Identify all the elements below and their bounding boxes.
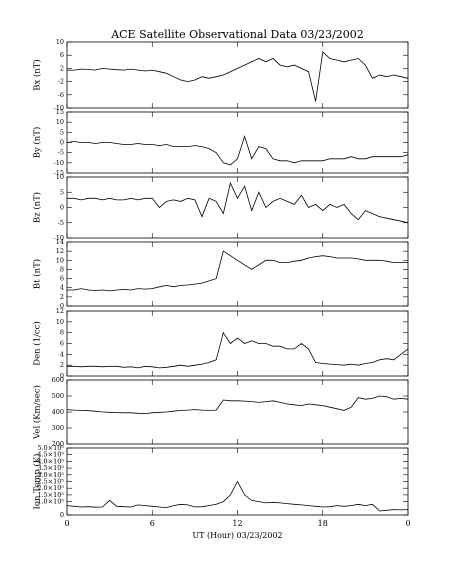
y-tick-label: 5.0×10⁵ — [37, 444, 64, 452]
y-tick-label: 8 — [60, 265, 64, 273]
y-tick-label: 3.5×10⁵ — [37, 464, 64, 472]
panel-frame — [66, 111, 409, 174]
data-line — [67, 250, 408, 292]
data-line — [67, 331, 409, 369]
y-tick-label: 15 — [56, 108, 64, 116]
y-tick-label: 0 — [60, 511, 64, 519]
y-tick-label: 10 — [56, 118, 64, 126]
y-tick-label: 0 — [60, 302, 64, 310]
x-axis-label: UT (Hour) 03/23/2002 — [192, 531, 282, 540]
y-tick-label: 6 — [60, 51, 64, 59]
y-tick-label: 10 — [56, 318, 64, 326]
x-tick-label: 6 — [150, 519, 155, 528]
y-axis-label: By (nT) — [32, 127, 43, 159]
y-tick-label: -10 — [54, 234, 64, 242]
y-tick-label: 14 — [56, 238, 64, 246]
y-tick-label: 600 — [52, 376, 64, 384]
data-line — [66, 135, 409, 166]
y-tick-label: 10 — [56, 256, 64, 264]
y-tick-label: 2.5×10⁵ — [37, 478, 64, 486]
y-tick-label: 500 — [52, 392, 64, 400]
y-tick-label: 4.0×10⁵ — [37, 457, 64, 465]
panel-frame — [66, 176, 409, 239]
y-axis-label: Vel (Km/sec) — [32, 385, 43, 440]
y-axis-label: Den (1/cc) — [32, 321, 43, 365]
y-tick-label: -2 — [58, 78, 64, 86]
y-tick-label: 0 — [60, 204, 64, 212]
y-tick-label: 5 — [60, 188, 64, 196]
y-tick-label: -6 — [58, 91, 64, 99]
y-tick-label: 10 — [56, 173, 64, 181]
y-tick-label: 2 — [60, 361, 64, 369]
x-tick-label: 0 — [405, 519, 410, 528]
y-tick-label: 400 — [52, 408, 64, 416]
y-tick-label: 2 — [60, 64, 64, 72]
data-line — [67, 51, 409, 102]
panel-frame — [66, 241, 409, 307]
y-tick-label: 200 — [52, 440, 64, 448]
y-axis-label: Bz (nT) — [32, 192, 43, 223]
data-line — [66, 480, 409, 512]
chart-title: ACE Satellite Observational Data 03/23/2… — [110, 28, 364, 41]
x-tick-label: 18 — [318, 519, 328, 528]
y-tick-label: 4 — [60, 284, 64, 292]
y-tick-label: 3.0×10⁵ — [37, 471, 64, 479]
y-tick-label: -5 — [58, 219, 64, 227]
y-tick-label: 1.0×10⁵ — [37, 498, 64, 506]
y-axis-label: Ion Temp (K) — [32, 454, 43, 510]
y-tick-label: 1.5×10⁵ — [37, 491, 64, 499]
panel-frame — [66, 41, 409, 109]
y-tick-label: 4 — [60, 350, 64, 358]
x-tick-label: 0 — [64, 519, 69, 528]
y-tick-label: 6 — [60, 340, 64, 348]
y-tick-label: 6 — [60, 275, 64, 283]
y-tick-label: 12 — [56, 307, 64, 315]
data-line — [66, 395, 409, 415]
y-tick-label: -10 — [54, 104, 64, 112]
y-tick-label: -15 — [54, 169, 64, 177]
y-tick-label: 300 — [52, 424, 64, 432]
y-tick-label: 0 — [60, 139, 64, 147]
y-tick-label: 2 — [60, 293, 64, 301]
y-tick-label: 12 — [56, 247, 64, 255]
y-tick-label: 5 — [60, 128, 64, 136]
y-tick-label: 4.5×10⁵ — [37, 451, 64, 459]
y-tick-label: 10 — [56, 38, 64, 46]
y-tick-label: -10 — [54, 159, 64, 167]
y-axis-label: Bt (nT) — [32, 259, 43, 289]
data-line — [67, 181, 409, 224]
y-tick-label: 0 — [60, 372, 64, 380]
y-axis-label: Bx (nT) — [32, 59, 43, 91]
panel-frame — [66, 379, 409, 445]
y-tick-label: 8 — [60, 329, 64, 337]
y-tick-label: -5 — [58, 149, 64, 157]
y-tick-label: 2.0×10⁵ — [37, 484, 64, 492]
x-tick-label: 12 — [232, 519, 242, 528]
